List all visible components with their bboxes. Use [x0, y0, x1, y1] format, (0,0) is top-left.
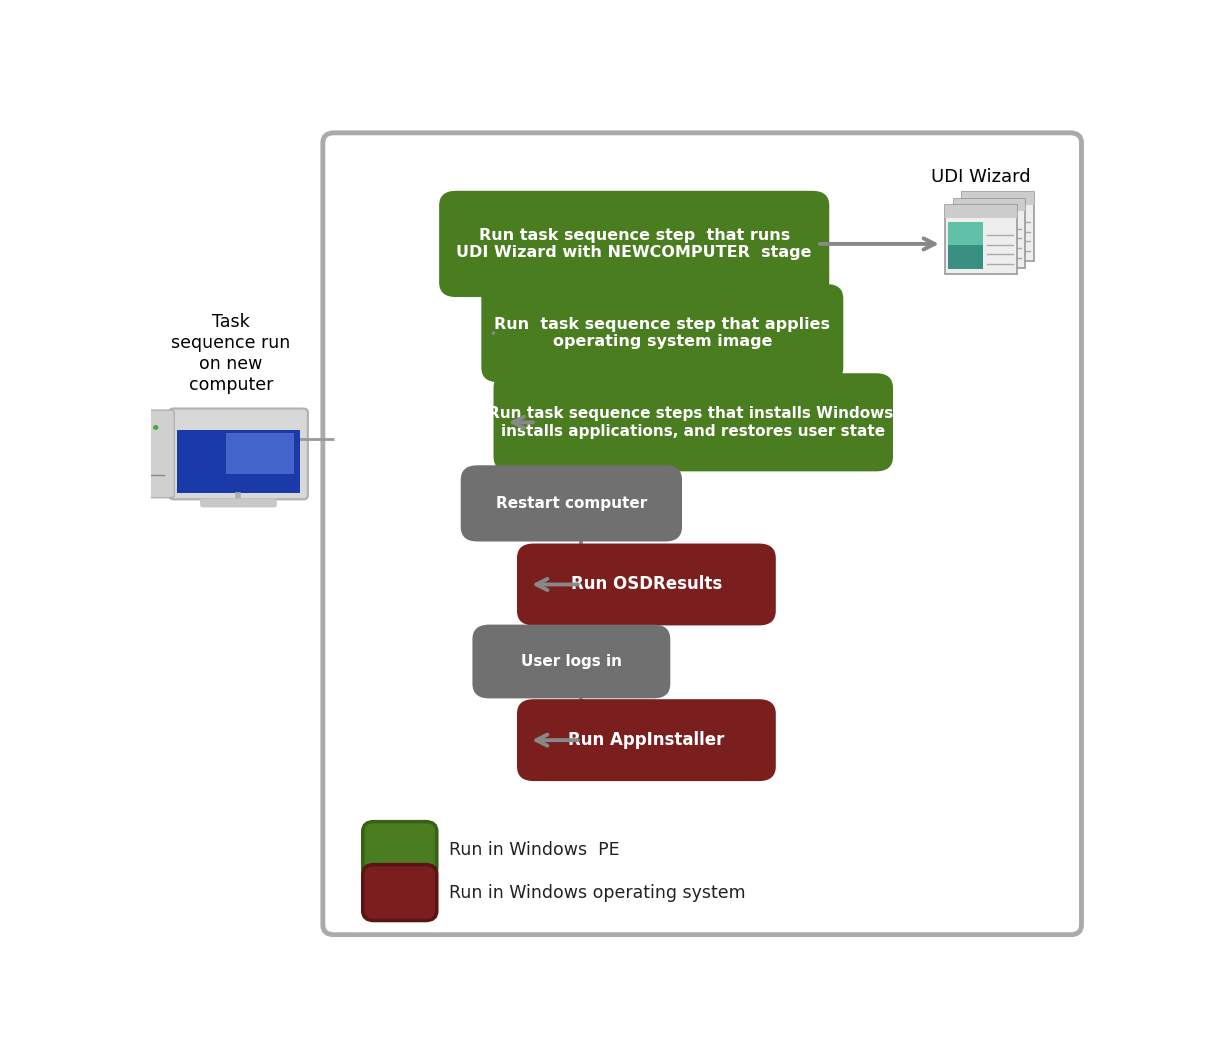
FancyBboxPatch shape	[517, 699, 776, 781]
FancyBboxPatch shape	[472, 624, 670, 698]
FancyBboxPatch shape	[494, 373, 893, 472]
FancyBboxPatch shape	[461, 465, 682, 541]
FancyBboxPatch shape	[517, 543, 776, 625]
Text: Task
sequence run
on new
computer: Task sequence run on new computer	[172, 313, 290, 394]
FancyBboxPatch shape	[439, 191, 829, 297]
FancyBboxPatch shape	[200, 499, 277, 508]
Text: Run in Windows operating system: Run in Windows operating system	[449, 883, 745, 901]
FancyBboxPatch shape	[949, 222, 983, 245]
FancyBboxPatch shape	[962, 193, 1033, 205]
Text: UDI Wizard: UDI Wizard	[932, 168, 1031, 186]
Text: User logs in: User logs in	[520, 654, 622, 669]
FancyBboxPatch shape	[953, 199, 1025, 212]
FancyBboxPatch shape	[482, 284, 843, 382]
Text: Run task sequence step  that runs
UDI Wizard with NEWCOMPUTER  stage: Run task sequence step that runs UDI Wiz…	[456, 227, 812, 260]
FancyBboxPatch shape	[966, 208, 999, 233]
FancyBboxPatch shape	[177, 431, 300, 493]
Text: Run AppInstaller: Run AppInstaller	[569, 731, 725, 749]
FancyBboxPatch shape	[945, 205, 1018, 275]
FancyBboxPatch shape	[945, 205, 1018, 218]
FancyBboxPatch shape	[137, 411, 174, 498]
Text: Run  task sequence step that applies
operating system image: Run task sequence step that applies oper…	[495, 317, 830, 350]
FancyBboxPatch shape	[957, 216, 991, 239]
Circle shape	[154, 425, 157, 430]
FancyBboxPatch shape	[962, 193, 1033, 261]
FancyBboxPatch shape	[363, 865, 437, 920]
FancyBboxPatch shape	[323, 133, 1082, 935]
FancyBboxPatch shape	[953, 199, 1025, 267]
FancyBboxPatch shape	[363, 821, 437, 877]
Text: Run in Windows  PE: Run in Windows PE	[449, 840, 620, 858]
Text: Run task sequence steps that installs Windows,
installs applications, and restor: Run task sequence steps that installs Wi…	[488, 406, 899, 438]
FancyBboxPatch shape	[169, 409, 307, 499]
FancyBboxPatch shape	[949, 245, 983, 269]
FancyBboxPatch shape	[966, 233, 999, 256]
FancyBboxPatch shape	[226, 434, 294, 474]
Text: Run OSDResults: Run OSDResults	[571, 576, 722, 594]
FancyBboxPatch shape	[957, 239, 991, 262]
Text: Restart computer: Restart computer	[496, 496, 647, 511]
